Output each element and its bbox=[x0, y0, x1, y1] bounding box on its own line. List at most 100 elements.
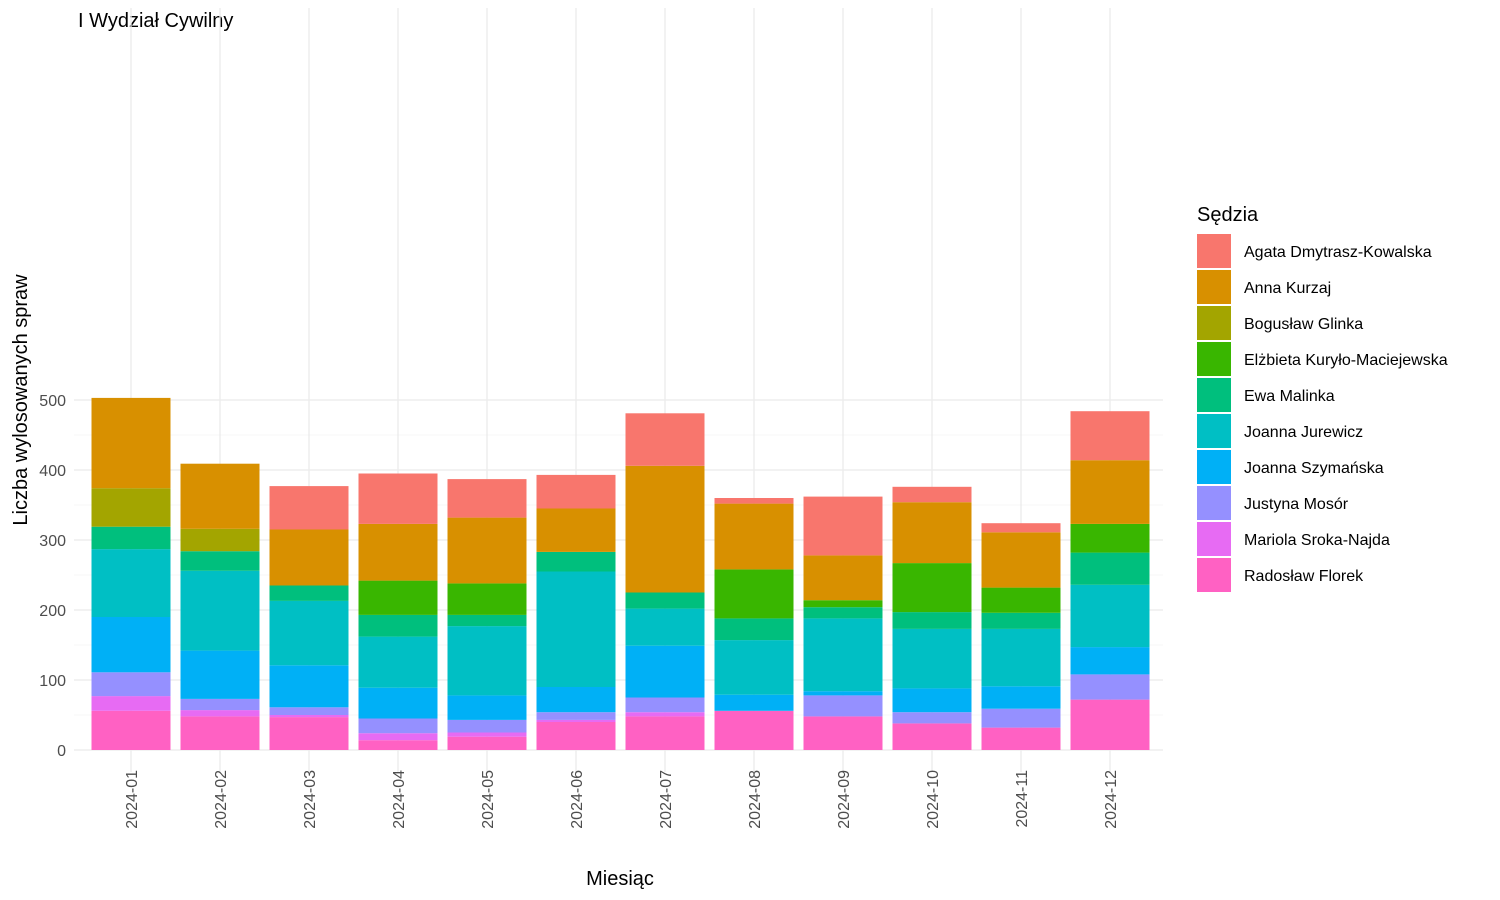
bar-segment bbox=[91, 397, 171, 489]
bar-segment bbox=[1070, 411, 1150, 461]
legend-label: Joanna Szymańska bbox=[1244, 460, 1384, 477]
y-tick-label: 300 bbox=[39, 533, 66, 550]
bar-segment bbox=[358, 733, 438, 741]
bar-segment bbox=[269, 585, 349, 601]
legend-label: Agata Dmytrasz-Kowalska bbox=[1244, 244, 1432, 261]
bar-segment bbox=[625, 413, 705, 466]
x-tick-label: 2024-06 bbox=[569, 770, 586, 829]
bar-segment bbox=[803, 691, 883, 696]
bar-segment bbox=[803, 716, 883, 750]
bar-segment bbox=[803, 618, 883, 692]
bar-segment bbox=[892, 486, 972, 503]
legend: Sędzia Agata Dmytrasz-Kowalska Anna Kurza… bbox=[1197, 204, 1448, 592]
bar-segment bbox=[91, 617, 171, 673]
bar-segment bbox=[625, 716, 705, 750]
bar-segment bbox=[358, 687, 438, 719]
y-tick-label: 100 bbox=[39, 673, 66, 690]
legend-label: Mariola Sroka-Najda bbox=[1244, 532, 1390, 549]
bar-segment bbox=[625, 608, 705, 646]
x-tick-label: 2024-07 bbox=[658, 770, 675, 829]
bar-segment bbox=[714, 640, 794, 695]
bar-segment bbox=[892, 563, 972, 613]
y-tick-label: 200 bbox=[39, 603, 66, 620]
bar-segment bbox=[447, 479, 527, 518]
bar-segment bbox=[536, 474, 616, 509]
bar-segment bbox=[91, 488, 171, 527]
bar-segment bbox=[892, 688, 972, 713]
x-tick-label: 2024-12 bbox=[1103, 770, 1120, 829]
bar-segment bbox=[803, 496, 883, 556]
bar-segment bbox=[180, 463, 260, 529]
bar-segment bbox=[269, 529, 349, 586]
bar-segment bbox=[625, 465, 705, 593]
bar-segment bbox=[536, 508, 616, 552]
x-tick-label: 2024-02 bbox=[213, 770, 230, 829]
bar-segment bbox=[180, 710, 260, 717]
bar-segment bbox=[1070, 523, 1150, 553]
legend-label: Justyna Mosór bbox=[1244, 496, 1349, 513]
legend-label: Radosław Florek bbox=[1244, 568, 1364, 585]
legend-swatch bbox=[1197, 306, 1231, 340]
bar-segment bbox=[981, 612, 1061, 629]
bar-segment bbox=[1070, 699, 1150, 750]
legend-swatch bbox=[1197, 342, 1231, 376]
bar-segment bbox=[981, 628, 1061, 687]
bar-segment bbox=[91, 549, 171, 617]
bar-segment bbox=[269, 715, 349, 718]
x-tick-label: 2024-10 bbox=[925, 770, 942, 829]
bar-segment bbox=[180, 551, 260, 571]
x-tick-label: 2024-04 bbox=[391, 770, 408, 829]
x-tick-label: 2024-08 bbox=[747, 770, 764, 829]
legend-title: Sędzia bbox=[1197, 204, 1259, 226]
bar-segment bbox=[803, 695, 883, 717]
x-axis: 2024-01 2024-02 2024-03 2024-04 2024-05 2024-… bbox=[124, 770, 1120, 829]
bar-segment bbox=[180, 698, 260, 711]
legend-label: Joanna Jurewicz bbox=[1244, 424, 1363, 441]
bar-segment bbox=[981, 523, 1061, 533]
bar-segment bbox=[892, 628, 972, 689]
bar-segment bbox=[1070, 647, 1150, 675]
y-tick-label: 0 bbox=[57, 743, 66, 760]
bars bbox=[91, 397, 1150, 750]
bar-segment bbox=[714, 569, 794, 619]
bar-segment bbox=[358, 523, 438, 581]
bar-segment bbox=[714, 503, 794, 570]
bar-segment bbox=[447, 695, 527, 720]
bar-segment bbox=[180, 528, 260, 552]
legend-swatch bbox=[1197, 486, 1231, 520]
bar-segment bbox=[447, 517, 527, 584]
bar-segment bbox=[892, 612, 972, 629]
chart-title: I Wydział Cywilny bbox=[78, 10, 233, 32]
bar-segment bbox=[981, 587, 1061, 613]
bar-segment bbox=[358, 473, 438, 524]
legend-label: Anna Kurzaj bbox=[1244, 280, 1331, 297]
bar-segment bbox=[269, 600, 349, 666]
legend-label: Bogusław Glinka bbox=[1244, 316, 1363, 333]
bar-segment bbox=[269, 665, 349, 708]
bar-segment bbox=[269, 707, 349, 715]
legend-swatch bbox=[1197, 378, 1231, 412]
y-axis: 0 100 200 300 400 500 bbox=[39, 393, 66, 760]
legend-swatch bbox=[1197, 270, 1231, 304]
legend-label: Ewa Malinka bbox=[1244, 388, 1335, 405]
bar-segment bbox=[625, 712, 705, 717]
legend-swatch bbox=[1197, 234, 1231, 268]
bar-segment bbox=[180, 570, 260, 651]
bar-segment bbox=[803, 600, 883, 608]
bar-segment bbox=[91, 672, 171, 697]
bar-segment bbox=[536, 719, 616, 722]
x-tick-label: 2024-03 bbox=[302, 770, 319, 829]
bar-segment bbox=[981, 727, 1061, 750]
bar-segment bbox=[447, 614, 527, 627]
bar-segment bbox=[981, 532, 1061, 588]
x-tick-label: 2024-09 bbox=[836, 770, 853, 829]
bar-segment bbox=[536, 687, 616, 713]
y-tick-label: 500 bbox=[39, 393, 66, 410]
bar-segment bbox=[714, 710, 794, 750]
bar-segment bbox=[803, 607, 883, 619]
bar-segment bbox=[358, 580, 438, 615]
bar-segment bbox=[269, 717, 349, 750]
bar-segment bbox=[714, 694, 794, 711]
bar-segment bbox=[625, 645, 705, 698]
